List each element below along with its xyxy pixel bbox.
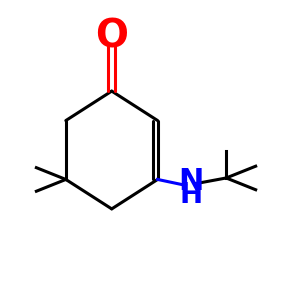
Text: H: H [179, 181, 203, 209]
Text: O: O [95, 17, 128, 55]
Text: N: N [178, 167, 204, 196]
